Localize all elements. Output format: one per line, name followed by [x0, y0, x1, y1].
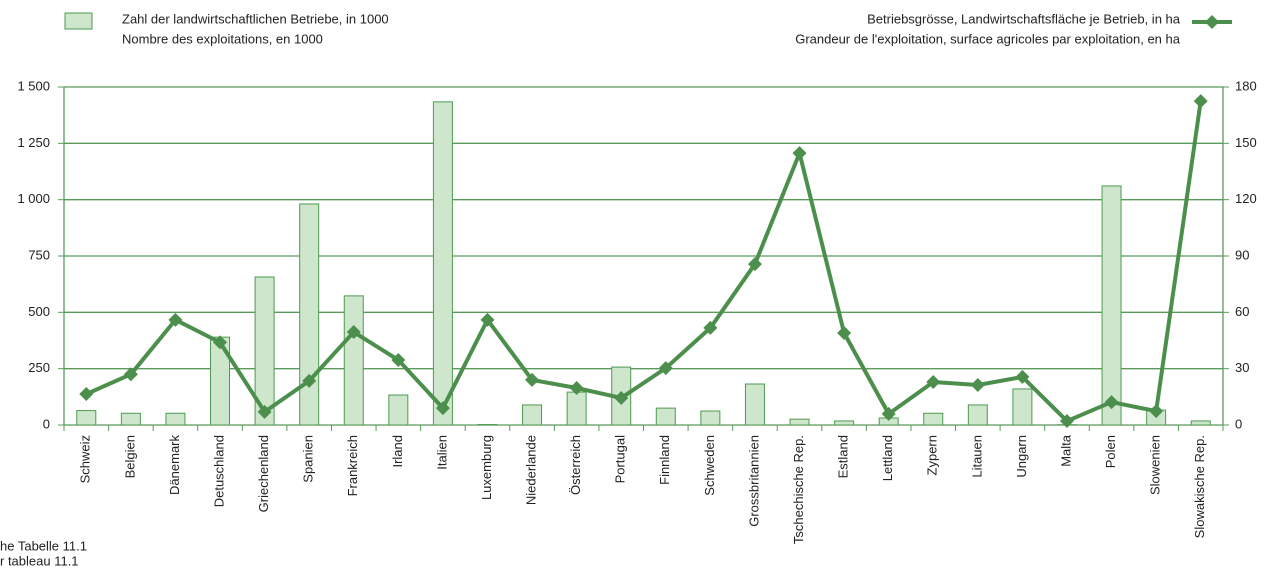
bar	[744, 383, 765, 426]
y2-tick-label: 0	[1235, 416, 1242, 431]
line-marker	[1193, 94, 1208, 109]
x-tick-label: Österreich	[568, 435, 583, 495]
y2-tick-label: 90	[1235, 247, 1249, 262]
legend-text: Nombre des exploitations, en 1000	[122, 31, 323, 46]
legend-marker	[1205, 15, 1219, 29]
line-marker	[1059, 414, 1074, 429]
y-tick-label: 1 250	[17, 135, 50, 150]
x-tick-label: Niederlande	[523, 435, 538, 505]
y-tick-label: 250	[28, 360, 50, 375]
line-marker	[480, 312, 495, 327]
x-tick-label: Spanien	[301, 435, 316, 483]
y2-tick-label: 180	[1235, 78, 1257, 93]
line-marker	[926, 374, 941, 389]
x-tick-label: Ungarn	[1014, 435, 1029, 478]
bar	[789, 418, 810, 426]
bar	[967, 404, 988, 426]
y2-tick-label: 60	[1235, 304, 1249, 319]
line-marker	[569, 381, 584, 396]
note: r tableau 11.1	[0, 553, 79, 568]
line-marker	[435, 401, 450, 416]
line-marker	[302, 373, 317, 388]
x-tick-label: Grossbritannien	[746, 435, 761, 527]
y-tick-label: 0	[43, 416, 50, 431]
bar	[343, 295, 364, 426]
y2-tick-label: 120	[1235, 191, 1257, 206]
bar	[165, 412, 186, 426]
bar	[254, 276, 275, 426]
x-tick-label: Irland	[390, 435, 405, 468]
bar	[432, 101, 453, 426]
line-marker	[123, 367, 138, 382]
bar	[834, 420, 855, 426]
line-marker	[1149, 404, 1164, 419]
x-tick-label: Schweden	[702, 435, 717, 496]
bar	[1101, 185, 1122, 426]
bar	[522, 404, 543, 426]
bar	[1190, 420, 1211, 426]
y-tick-label: 750	[28, 247, 50, 262]
bar	[120, 412, 141, 426]
x-tick-label: Griechenland	[256, 435, 271, 512]
x-tick-label: Malta	[1058, 434, 1073, 467]
x-tick-label: Tschechische Rep.	[791, 435, 806, 544]
y-tick-label: 1 500	[17, 78, 50, 93]
bar	[299, 203, 320, 426]
line-marker	[79, 387, 94, 402]
line	[85, 100, 1203, 424]
x-tick-label: Polen	[1103, 435, 1118, 468]
y2-tick-label: 150	[1235, 135, 1257, 150]
line-marker	[837, 325, 852, 340]
x-tick-label: Detuschland	[211, 435, 226, 507]
bar	[655, 407, 676, 426]
line-marker	[391, 353, 406, 368]
y-tick-label: 500	[28, 304, 50, 319]
line-marker	[747, 257, 762, 272]
bar	[566, 391, 587, 426]
line-marker	[658, 361, 673, 376]
x-tick-label: Italien	[434, 435, 449, 470]
bar	[700, 410, 721, 426]
note: he Tabelle 11.1	[0, 538, 87, 553]
y2-tick-label: 30	[1235, 360, 1249, 375]
legend-text: Zahl der landwirtschaftlichen Betriebe, …	[122, 11, 389, 26]
line-marker	[525, 372, 540, 387]
x-tick-label: Litauen	[969, 435, 984, 478]
bar	[388, 394, 409, 426]
line-marker	[168, 312, 183, 327]
bar	[923, 412, 944, 426]
line-marker	[881, 406, 896, 421]
legend-text: Grandeur de l'exploitation, surface agri…	[795, 31, 1181, 46]
x-tick-label: Lettland	[880, 435, 895, 481]
x-tick-label: Belgien	[122, 435, 137, 478]
line-marker	[792, 146, 807, 161]
line-marker	[1104, 395, 1119, 410]
bar	[1012, 388, 1033, 426]
x-tick-label: Schweiz	[78, 435, 93, 483]
line-marker	[1015, 369, 1030, 384]
x-tick-label: Dänemark	[167, 435, 182, 495]
line-marker	[213, 335, 228, 350]
x-tick-label: Estland	[836, 435, 851, 478]
legend-text: Betriebsgrösse, Landwirtschaftsfläche je…	[867, 11, 1181, 26]
x-tick-label: Slowakische Rep.	[1192, 435, 1207, 538]
bar	[76, 410, 97, 426]
y-tick-label: 1 000	[17, 191, 50, 206]
x-tick-label: Luxemburg	[479, 435, 494, 500]
legend-swatch-bars	[64, 12, 93, 30]
line-marker	[346, 325, 361, 340]
line-marker	[703, 320, 718, 335]
line-marker	[614, 390, 629, 405]
line-marker	[257, 404, 272, 419]
x-tick-label: Zypern	[925, 435, 940, 475]
line-marker	[970, 378, 985, 393]
x-tick-label: Finnland	[657, 435, 672, 485]
x-tick-label: Slowenien	[1148, 435, 1163, 495]
x-tick-label: Frankreich	[345, 435, 360, 496]
x-tick-label: Portugal	[613, 435, 628, 484]
